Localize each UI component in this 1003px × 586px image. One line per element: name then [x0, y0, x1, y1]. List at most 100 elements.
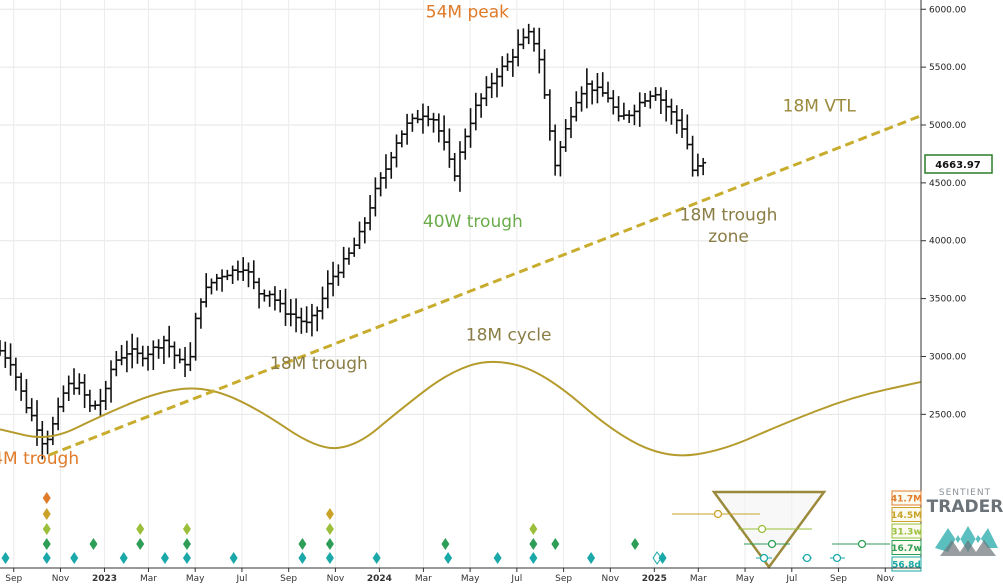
marker-stack-1-3 — [136, 538, 145, 550]
ohlc-bar-84 — [441, 115, 448, 151]
x-tick-label-0: Sep — [5, 574, 22, 584]
marker-stack-2-3 — [182, 538, 191, 550]
ohlc-bar-10 — [49, 416, 56, 446]
marker-167w-4 — [631, 538, 640, 550]
ohlc-bar-54 — [282, 288, 289, 326]
ohlc-bar-111 — [583, 68, 590, 109]
ohlc-bar-64 — [335, 264, 342, 286]
ohlc-bar-13 — [65, 375, 72, 402]
marker-5680d-0 — [1, 552, 10, 564]
ohlc-bar-102 — [536, 27, 543, 74]
ohlc-bar-74 — [388, 151, 395, 179]
ohlc-bar-131 — [689, 135, 696, 177]
ohlc-bar-94 — [493, 68, 500, 98]
ohlc-bar-104 — [546, 89, 553, 141]
ohlc-bar-70 — [367, 195, 374, 231]
ohlc-bar-125 — [657, 87, 664, 114]
y-tick-label-5: 5000.00 — [929, 121, 966, 131]
ohlc-bar-20 — [102, 380, 109, 411]
ohlc-bar-103 — [541, 49, 548, 99]
ohlc-bar-42 — [219, 269, 226, 292]
annotation-6: 18M trough — [270, 354, 368, 374]
marker-stack-3-3 — [325, 538, 334, 550]
ohlc-bar-97 — [509, 48, 516, 77]
x-tick-label-10: May — [461, 574, 480, 584]
x-tick-label-3: Mar — [140, 574, 157, 584]
ohlc-bar-14 — [71, 368, 78, 395]
marker-stack-0-2 — [42, 523, 51, 535]
x-tick-label-1: Nov — [52, 574, 70, 584]
projection-point-3 — [857, 539, 867, 549]
ohlc-bar-61 — [319, 286, 326, 320]
marker-future-5680d — [652, 551, 662, 565]
ohlc-bar-91 — [478, 93, 485, 118]
last-price-label: 4663.97 — [935, 160, 981, 171]
ohlc-bar-124 — [652, 87, 659, 101]
ohlc-bar-62 — [324, 270, 331, 309]
ohlc-bar-77 — [404, 113, 411, 145]
ohlc-bar-83 — [435, 113, 442, 143]
x-tick-label-7: Nov — [327, 574, 345, 584]
ohlc-bar-45 — [234, 260, 241, 281]
ohlc-bar-53 — [277, 289, 284, 313]
ohlc-bar-80 — [419, 103, 426, 134]
ohlc-bar-39 — [203, 273, 210, 308]
ohlc-bar-22 — [113, 351, 120, 377]
ohlc-bar-28 — [145, 345, 152, 371]
ohlc-bar-56 — [293, 298, 300, 333]
ohlc-bar-30 — [155, 339, 162, 359]
ohlc-bar-79 — [414, 109, 421, 124]
annotation-3: 18M trough — [680, 205, 778, 225]
ohlc-bar-109 — [573, 91, 580, 122]
x-tick-label-15: Mar — [690, 574, 707, 584]
ohlc-bar-41 — [213, 273, 220, 291]
y-tick-label-2: 3500.00 — [929, 295, 966, 305]
logo-top-text: SENTIENT — [939, 488, 991, 498]
ohlc-bar-96 — [504, 53, 511, 71]
ohlc-bar-116 — [610, 90, 617, 115]
x-tick-label-11: Jul — [510, 574, 522, 584]
ohlc-bar-29 — [150, 340, 157, 370]
ohlc-bar-66 — [345, 247, 352, 265]
sentient-trader-logo: SENTIENT TRADER — [927, 488, 1003, 556]
series-18m-vtl-line — [48, 114, 922, 457]
marker-stack-0-0 — [42, 492, 51, 504]
ohlc-bar-40 — [208, 278, 215, 295]
ohlc-bar-76 — [398, 130, 405, 148]
legend-label-4: 56.8d — [892, 561, 921, 571]
ohlc-bar-68 — [356, 221, 363, 250]
annotation-4: zone — [708, 227, 749, 247]
marker-5680d-10 — [658, 552, 667, 564]
ohlc-bar-121 — [636, 92, 643, 127]
marker-stack-2-4 — [182, 552, 191, 564]
ohlc-bar-130 — [684, 114, 691, 150]
ohlc-bar-43 — [224, 269, 231, 281]
y-tick-label-4: 4500.00 — [929, 179, 966, 189]
logo-main-text: TRADER — [927, 497, 1003, 517]
ohlc-bar-31 — [160, 335, 167, 364]
ohlc-bar-93 — [488, 72, 495, 99]
marker-5680d-4 — [229, 552, 238, 564]
x-tick-label-14: 2025 — [642, 574, 667, 584]
ohlc-bar-87 — [456, 141, 463, 192]
ohlc-bar-34 — [176, 348, 183, 364]
ohlc-bar-15 — [76, 373, 83, 395]
projection-point-1 — [757, 524, 767, 534]
legend-label-3: 16.7w — [891, 544, 922, 554]
ohlc-bar-112 — [589, 80, 596, 105]
ohlc-bar-128 — [673, 105, 680, 134]
x-tick-label-8: 2024 — [367, 574, 392, 584]
ohlc-bar-127 — [668, 98, 675, 125]
legend-box-3 — [891, 540, 922, 555]
y-axis-ticks: 2500.00 3000.00 3500.00 4000.00 4500.00 5000.… — [921, 5, 966, 420]
ohlc-bar-114 — [599, 72, 606, 97]
ohlc-bar-59 — [308, 303, 315, 337]
ohlc-bar-5 — [23, 379, 30, 414]
marker-stack-4-4 — [529, 552, 538, 564]
marker-167w-0 — [89, 538, 98, 550]
ohlc-bar-21 — [108, 360, 115, 403]
x-tick-label-12: Sep — [555, 574, 572, 584]
ohlc-bar-18 — [92, 400, 99, 410]
marker-stack-3-1 — [325, 508, 334, 520]
